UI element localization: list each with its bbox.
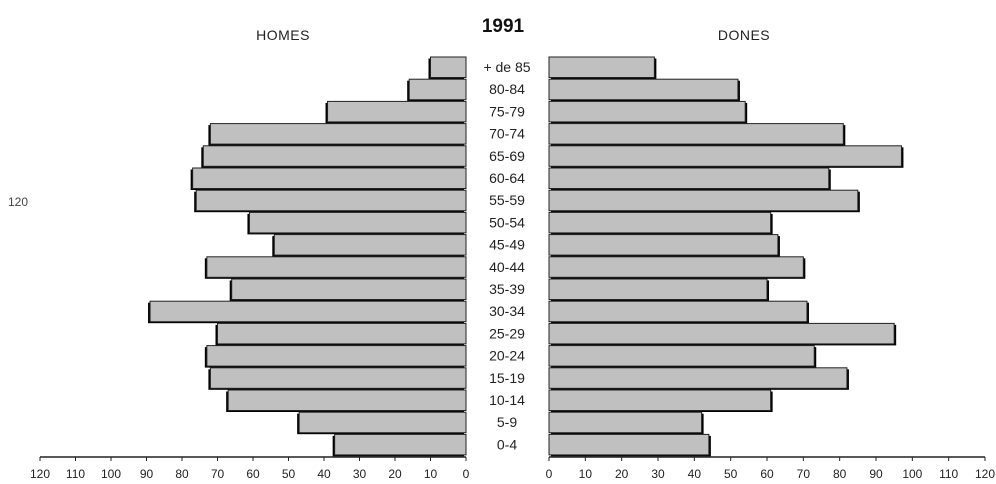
homes-bar [195, 189, 467, 212]
homes-bar [334, 433, 467, 456]
homes-x-tick-label: 120 [30, 467, 50, 481]
dones-x-tick-label: 30 [651, 467, 665, 481]
age-group-label: 20-24 [489, 348, 525, 364]
homes-x-tick-label: 30 [353, 467, 367, 481]
homes-x-tick-label: 110 [66, 467, 85, 481]
dones-bars [548, 56, 904, 457]
homes-bar [209, 367, 467, 389]
dones-bar [548, 211, 772, 234]
age-group-labels: + de 85 80-84 75-79 70-74 65-69 60-64 55-59 50-… [483, 59, 530, 452]
homes-label: HOMES [256, 27, 310, 43]
age-group-label: 50-54 [489, 214, 525, 230]
age-group-label: 15-19 [489, 370, 525, 386]
dones-bar [548, 278, 768, 300]
homes-x-tick-label: 100 [101, 467, 121, 481]
dones-bar [548, 367, 848, 389]
homes-x-tick-label: 50 [282, 467, 296, 481]
homes-bar [298, 411, 467, 434]
age-group-label: + de 85 [483, 59, 530, 75]
dones-x-tick-label: 120 [975, 467, 995, 481]
dones-x-tick-label: 10 [579, 467, 593, 481]
dones-x-tick-label: 70 [797, 467, 811, 481]
dones-bar [548, 167, 830, 189]
age-group-label: 70-74 [489, 126, 525, 142]
age-group-label: 75-79 [489, 103, 525, 119]
homes-bar [227, 389, 467, 411]
age-group-label: 30-34 [489, 303, 525, 319]
homes-x-tick-label: 80 [175, 467, 189, 481]
dones-x-tick-label: 110 [939, 467, 958, 481]
homes-x-tick-label: 60 [246, 467, 260, 481]
homes-x-tick-label: 0 [463, 467, 470, 481]
dones-label: DONES [718, 27, 770, 43]
homes-x-tick-label: 40 [317, 467, 331, 481]
dones-x-tick-label: 100 [902, 467, 922, 481]
dones-x-tick-label: 40 [688, 467, 702, 481]
homes-bar [202, 145, 467, 167]
homes-bar [206, 345, 467, 367]
homes-bar [217, 322, 467, 345]
age-group-label: 45-49 [489, 237, 525, 253]
homes-x-tick-label: 90 [140, 467, 154, 481]
dones-bar [548, 189, 859, 212]
homes-bar [430, 56, 467, 78]
homes-x-tick-label: 70 [211, 467, 225, 481]
age-group-label: 0-4 [497, 436, 517, 452]
homes-bar [327, 100, 467, 123]
age-group-label: 80-84 [489, 81, 525, 97]
homes-x-tick-label: 10 [424, 467, 438, 481]
homes-bar [192, 167, 467, 189]
chart-title: 1991 [482, 16, 525, 37]
homes-bar [273, 234, 467, 256]
homes-bar [209, 123, 467, 145]
homes-bar [408, 78, 467, 101]
age-group-label: 10-14 [489, 392, 525, 408]
homes-bar [248, 211, 467, 234]
dones-bar [548, 78, 739, 101]
homes-bar [206, 256, 467, 278]
homes-x-ticks: 120 110 100 90 80 70 60 50 40 30 20 10 0 [30, 457, 470, 481]
dones-bar [548, 322, 895, 345]
dones-bar [548, 123, 844, 145]
dones-x-tick-label: 20 [615, 467, 629, 481]
dones-x-tick-label: 60 [760, 467, 774, 481]
homes-bar [149, 300, 467, 323]
dones-x-tick-label: 90 [869, 467, 883, 481]
age-group-label: 65-69 [489, 148, 525, 164]
age-group-label: 40-44 [489, 259, 525, 275]
age-group-label: 35-39 [489, 281, 525, 297]
dones-bar [548, 234, 779, 256]
stray-tick-label: 120 [8, 195, 28, 209]
dones-bar [548, 100, 746, 123]
dones-x-ticks: 0 10 20 30 40 50 60 70 80 90 100 110 120 [546, 457, 995, 481]
homes-bars [148, 56, 467, 457]
dones-bar [548, 411, 703, 434]
age-group-label: 5-9 [497, 414, 517, 430]
age-group-label: 55-59 [489, 192, 525, 208]
homes-x-tick-label: 20 [388, 467, 402, 481]
age-group-label: 25-29 [489, 325, 525, 341]
dones-x-tick-label: 50 [724, 467, 738, 481]
homes-bar [231, 278, 467, 300]
dones-x-tick-label: 0 [546, 467, 553, 481]
dones-bar [548, 56, 655, 78]
dones-bar [548, 433, 710, 456]
dones-bar [548, 345, 815, 367]
dones-bar [548, 145, 902, 167]
dones-bar [548, 389, 772, 411]
dones-x-tick-label: 80 [833, 467, 847, 481]
dones-bar [548, 256, 804, 278]
dones-bar [548, 300, 808, 323]
age-group-label: 60-64 [489, 170, 525, 186]
